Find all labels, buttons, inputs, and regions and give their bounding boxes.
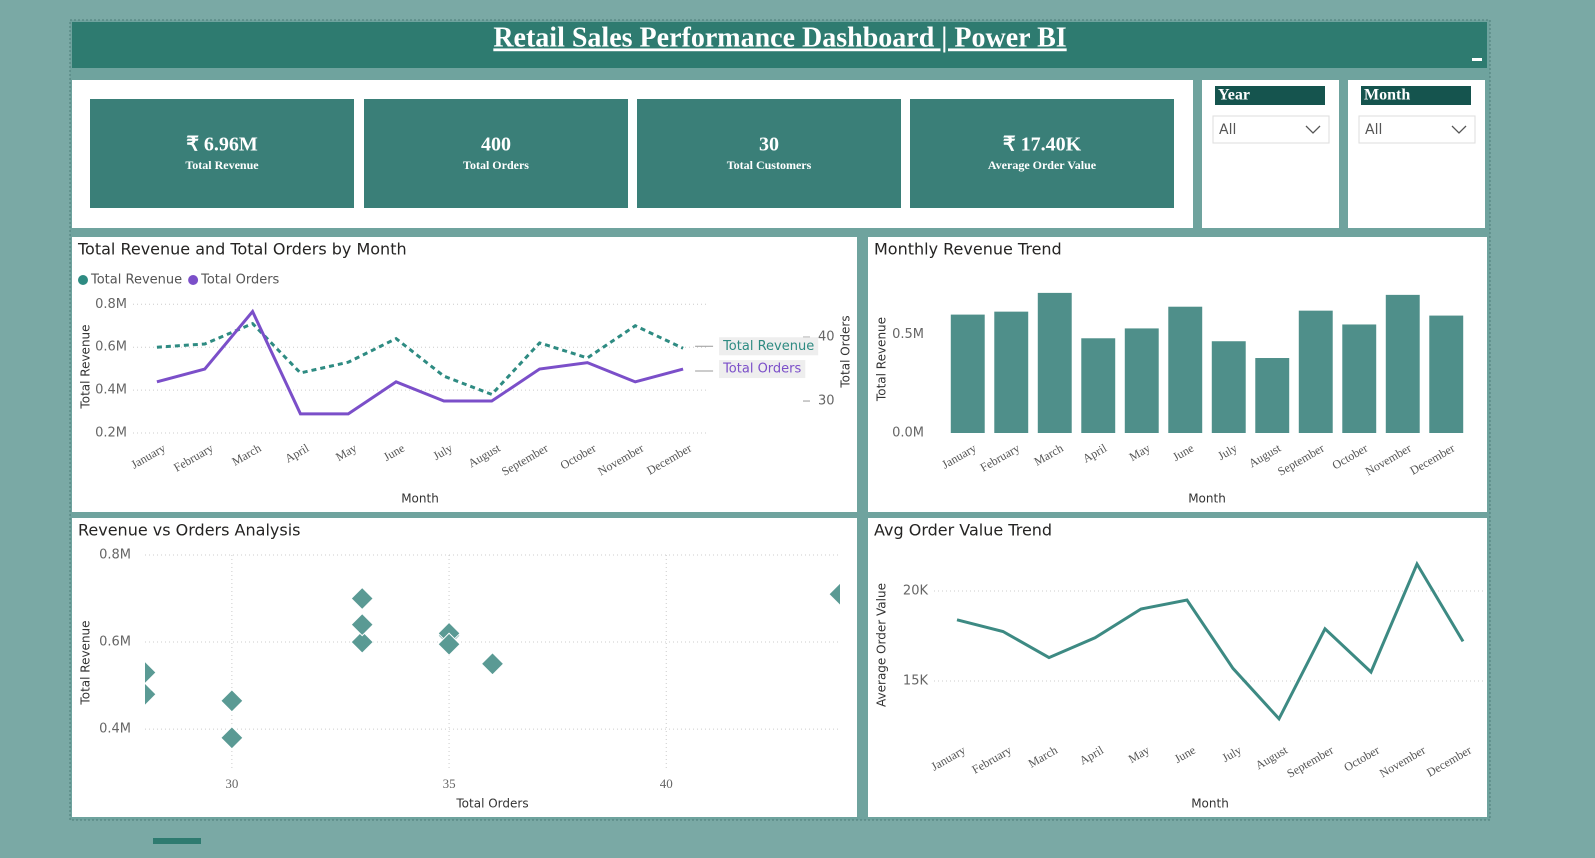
kpi-value: ₹ 17.40K: [1003, 134, 1082, 156]
y2-tick-label: 30: [818, 394, 835, 409]
y-axis-label: Total Revenue: [79, 324, 93, 409]
legend-label: Total Revenue: [90, 273, 182, 288]
chart-title: Avg Order Value Trend: [874, 521, 1052, 540]
kpi-group: ₹ 6.96M Total Revenue 400 Total Orders 30 Tot…: [90, 99, 1174, 208]
dropdown-chevron: [1305, 125, 1321, 134]
slicer-header: [1215, 86, 1325, 105]
y-tick-label: 0.8M: [99, 548, 131, 563]
slicer-title: Year: [1218, 87, 1250, 104]
bar: [1385, 294, 1420, 433]
end-label: Total Orders: [722, 362, 801, 377]
series-line: [956, 560, 1465, 722]
y-tick-label: 0.4M: [95, 383, 127, 398]
x-axis-label: Month: [1191, 797, 1229, 811]
bar: [1081, 338, 1116, 433]
kpi-value: 400: [481, 134, 511, 156]
scatter-point: [350, 586, 374, 611]
bar: [1429, 315, 1464, 433]
kpi-value: 30: [759, 134, 779, 156]
y-tick-label: 0.6M: [99, 635, 131, 650]
slicer-value: All: [1365, 122, 1382, 138]
y2-axis-label: Total Orders: [839, 315, 853, 388]
chart-title: Monthly Revenue Trend: [874, 240, 1062, 259]
slicer-header: [1361, 86, 1471, 105]
y-axis-label: Total Revenue: [875, 317, 889, 402]
scatter-point: [350, 630, 374, 654]
kpi-card: [90, 99, 354, 208]
x-tick-label: 30: [225, 776, 238, 791]
y-tick-label: 15K: [903, 674, 929, 689]
dashboard-title: Retail Sales Performance Dashboard | Pow…: [493, 22, 1066, 53]
bar: [950, 314, 985, 433]
kpi-value: ₹ 6.96M: [186, 134, 258, 156]
bar: [1124, 328, 1159, 433]
bar: [1168, 306, 1203, 433]
scatter-point: [220, 689, 244, 713]
end-label-box: [719, 360, 806, 379]
y-axis-label: Total Revenue: [79, 620, 93, 705]
header-bar: [72, 22, 1487, 68]
kpi-card: [910, 99, 1174, 208]
bar: [1037, 292, 1072, 433]
slicer-value: All: [1219, 122, 1236, 138]
y-axis-label: Average Order Value: [875, 583, 889, 707]
y-tick-label: 0.4M: [99, 722, 131, 737]
chart: Total Revenue and Total Orders by Month 0…: [77, 240, 853, 506]
scatter-point: [220, 726, 244, 750]
y-tick-label: 0.0M: [892, 426, 924, 441]
kpi-card: [364, 99, 628, 208]
scatter-point: [480, 652, 505, 676]
y-tick-label: 0.6M: [95, 340, 127, 355]
dropdown-chevron: [1451, 125, 1467, 134]
x-axis-label: Month: [401, 492, 439, 506]
bar: [1255, 358, 1290, 433]
kpi-label: Total Revenue: [185, 158, 259, 172]
legend-label: Total Orders: [200, 273, 279, 288]
y2-tick-label: 40: [818, 330, 835, 345]
slicer-title: Month: [1364, 87, 1410, 104]
legend-marker: [188, 275, 199, 285]
chart-title: Revenue vs Orders Analysis: [78, 521, 300, 540]
kpi-card: [637, 99, 901, 208]
bar: [1298, 310, 1333, 433]
scatter-point: [350, 612, 374, 637]
chart: Revenue vs Orders Analysis 0.4M 0.6M 0.8M To…: [78, 521, 840, 811]
scatter-point: [828, 582, 840, 606]
bar: [1342, 324, 1377, 433]
kpi-label: Average Order Value: [988, 158, 1097, 172]
y-tick-label: 20K: [903, 584, 929, 599]
header-icon: [1472, 58, 1482, 61]
end-label: Total Revenue: [722, 339, 814, 354]
y-tick-label: 0.2M: [95, 426, 127, 441]
kpi-label: Total Customers: [727, 158, 812, 172]
scatter-point: [145, 660, 157, 685]
kpi-label: Total Orders: [463, 158, 529, 172]
scatter-points: [145, 582, 840, 750]
y-tick-label: 0.8M: [95, 297, 127, 312]
page-tab: [153, 838, 201, 844]
end-label-box: [719, 337, 819, 356]
series-line: [156, 308, 684, 416]
scatter-point: [437, 632, 461, 656]
slicer-group: Year All Month All: [1202, 80, 1485, 228]
series-line: [156, 321, 684, 397]
legend-marker: [78, 275, 88, 285]
chart-panel: [72, 518, 857, 817]
bar: [1211, 341, 1246, 433]
chart-title: Total Revenue and Total Orders by Month: [77, 240, 407, 259]
chart-panel: [868, 518, 1487, 817]
x-axis-label: Total Orders: [455, 797, 528, 811]
x-tick-label: 40: [660, 776, 673, 791]
x-tick-label: 35: [443, 776, 456, 791]
x-axis-label: Month: [1188, 492, 1226, 506]
bar: [994, 311, 1029, 433]
scatter-point: [145, 682, 157, 706]
y-tick-label: 0.5M: [892, 327, 924, 342]
